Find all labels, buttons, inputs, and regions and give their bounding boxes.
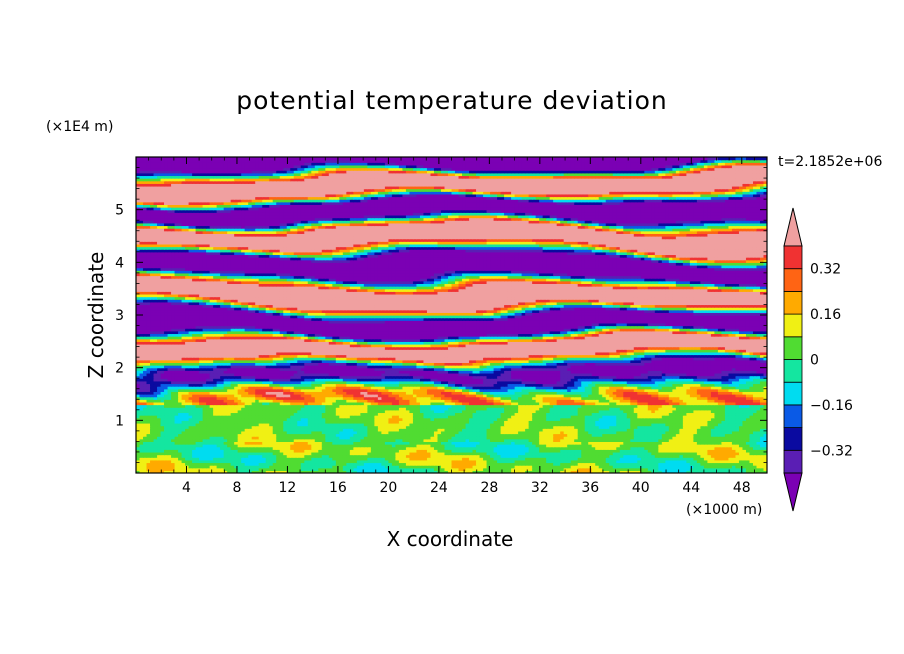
contour-field [136,157,768,474]
